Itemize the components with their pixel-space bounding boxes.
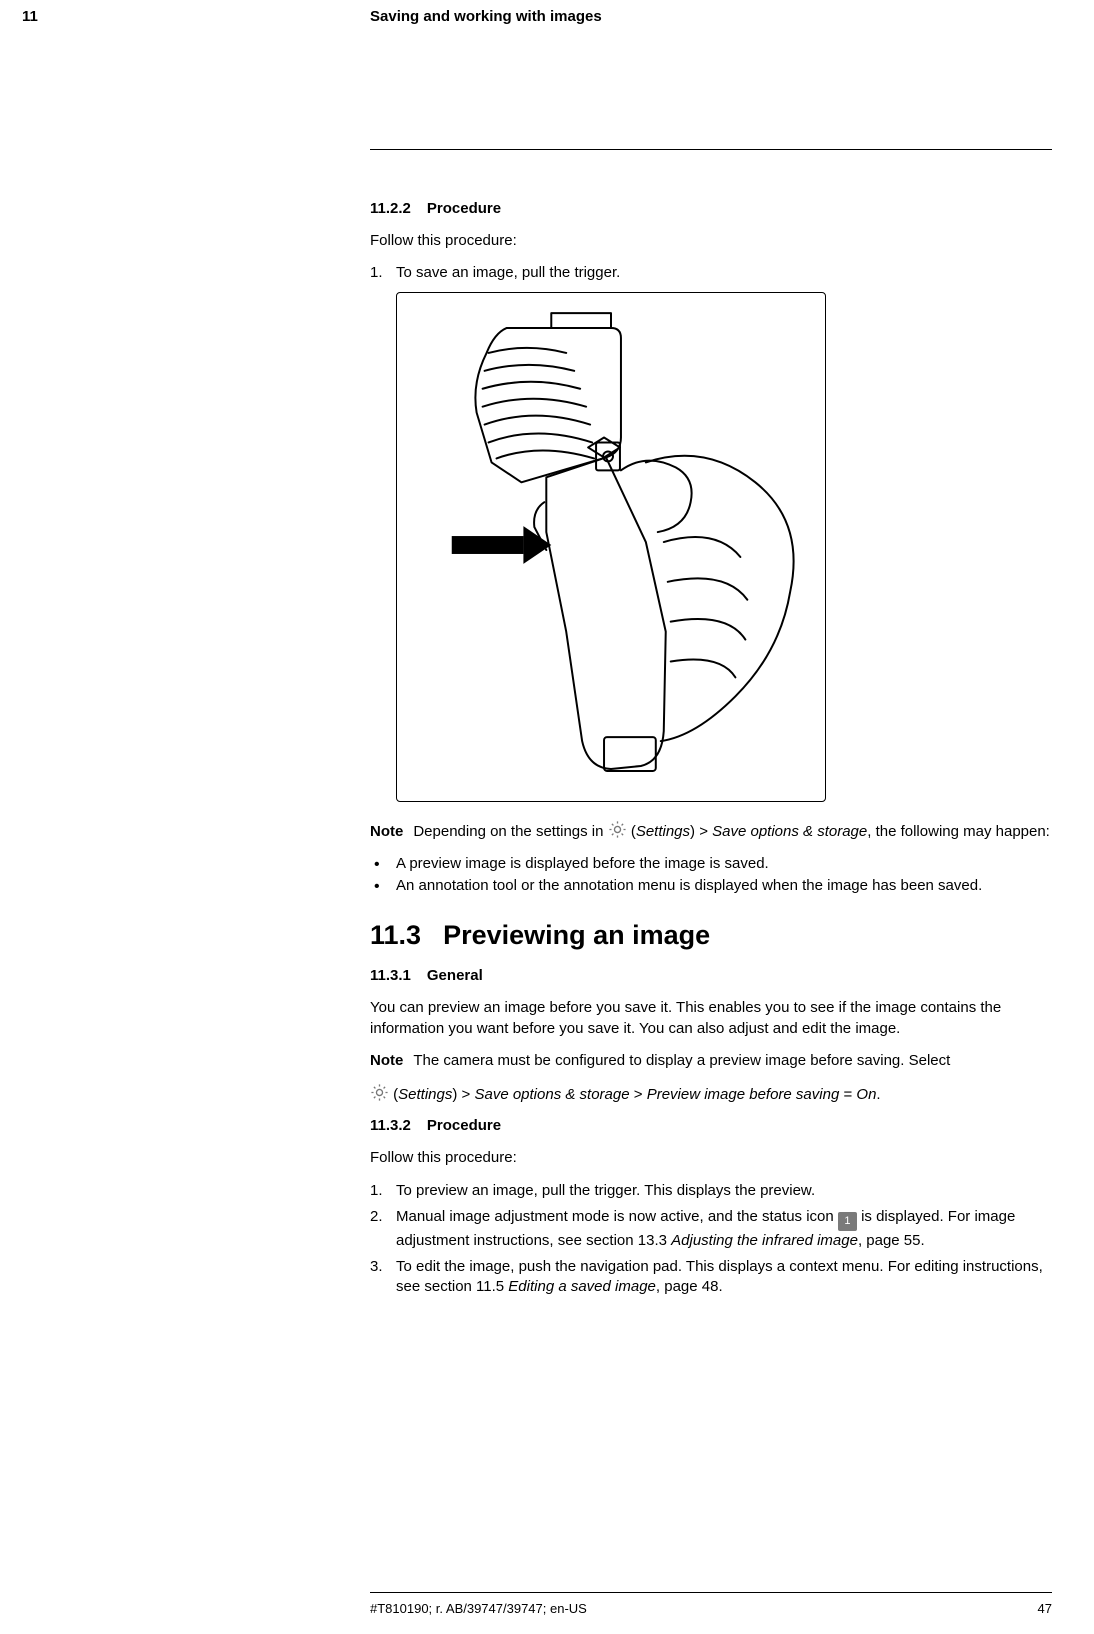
bullet-1: A preview image is displayed before the … [370,854,1052,874]
note-label: Note [370,823,403,840]
procedure-list-11-2-2: To save an image, pull the trigger. [370,263,1052,283]
step-3-italic: Editing a saved image [508,1278,656,1295]
bullet-2: An annotation tool or the annotation men… [370,876,1052,896]
note-label: Note [370,1052,403,1069]
procedure-intro-11-3-2: Follow this procedure: [370,1148,1052,1168]
heading-11-3-2: 11.3.2 Procedure [370,1117,1052,1134]
header-rule [370,149,1052,150]
settings-gear-icon [370,1083,389,1102]
note-mid2: > [630,1086,647,1103]
step-2-before: Manual image adjustment mode is now acti… [396,1208,838,1225]
note-11-3-1-line2: (Settings) > Save options & storage > Pr… [370,1083,1052,1105]
step-1: To save an image, pull the trigger. [370,263,1052,283]
camera-hand-illustration-icon [397,292,825,802]
note-text-after-icon: ( [627,823,636,840]
heading-title: Procedure [427,200,501,217]
note-italic-settings: Settings [636,823,690,840]
step-3: To edit the image, push the navigation p… [370,1257,1052,1298]
note-11-2-2: Note Depending on the settings in (Settin… [370,820,1052,842]
note-italic-saveoptions: Save options & storage [712,823,867,840]
note-italic-4: On [856,1086,876,1103]
note-mid1: ) > [452,1086,474,1103]
note-italic-3: Preview image before saving [647,1086,840,1103]
section-number: 11.3 [370,920,421,950]
step-2-italic: Adjusting the infrared image [671,1232,858,1249]
para-11-3-1: You can preview an image before you save… [370,998,1052,1039]
heading-number: 11.3.1 [370,967,411,984]
heading-11-2-2: 11.2.2 Procedure [370,200,1052,217]
page-header: 11 Saving and working with images [0,0,1094,31]
note-bullets-11-2-2: A preview image is displayed before the … [370,854,1052,897]
step-3-tail: , page 48. [656,1278,723,1295]
page-footer: #T810190; r. AB/39747/39747; en-US 47 [370,1592,1052,1616]
status-icon: 1 [838,1212,857,1231]
note-italic-1: Settings [398,1086,452,1103]
figure-box [396,292,826,802]
note-tail: ) > [690,823,712,840]
footer-rule [370,1592,1052,1593]
section-title: Previewing an image [443,920,710,950]
note-end: , the following may happen: [867,823,1050,840]
page-number: 47 [1038,1601,1052,1616]
heading-number: 11.3.2 [370,1117,411,1134]
heading-title: General [427,967,483,984]
note-11-3-1-line1: Note The camera must be configured to dis… [370,1051,1052,1071]
note-l2-before: ( [389,1086,398,1103]
procedure-list-11-3-2: To preview an image, pull the trigger. T… [370,1181,1052,1298]
chapter-title: Saving and working with images [60,8,602,25]
heading-11-3-1: 11.3.1 General [370,967,1052,984]
doc-reference: #T810190; r. AB/39747/39747; en-US [370,1601,587,1616]
step-2: Manual image adjustment mode is now acti… [370,1207,1052,1251]
note-mid3: = [839,1086,856,1103]
heading-number: 11.2.2 [370,200,411,217]
procedure-intro: Follow this procedure: [370,231,1052,251]
heading-11-3: 11.3 Previewing an image [370,920,1052,951]
settings-gear-icon [608,820,627,839]
chapter-number: 11 [0,8,60,25]
step-1: To preview an image, pull the trigger. T… [370,1181,1052,1201]
step-2-tail: , page 55. [858,1232,925,1249]
heading-title: Procedure [427,1117,501,1134]
note-text-before: Depending on the settings in [413,823,607,840]
note-text: The camera must be configured to display… [413,1052,950,1069]
note-end: . [876,1086,880,1103]
figure-camera-trigger [396,292,1052,802]
note-italic-2: Save options & storage [474,1086,629,1103]
